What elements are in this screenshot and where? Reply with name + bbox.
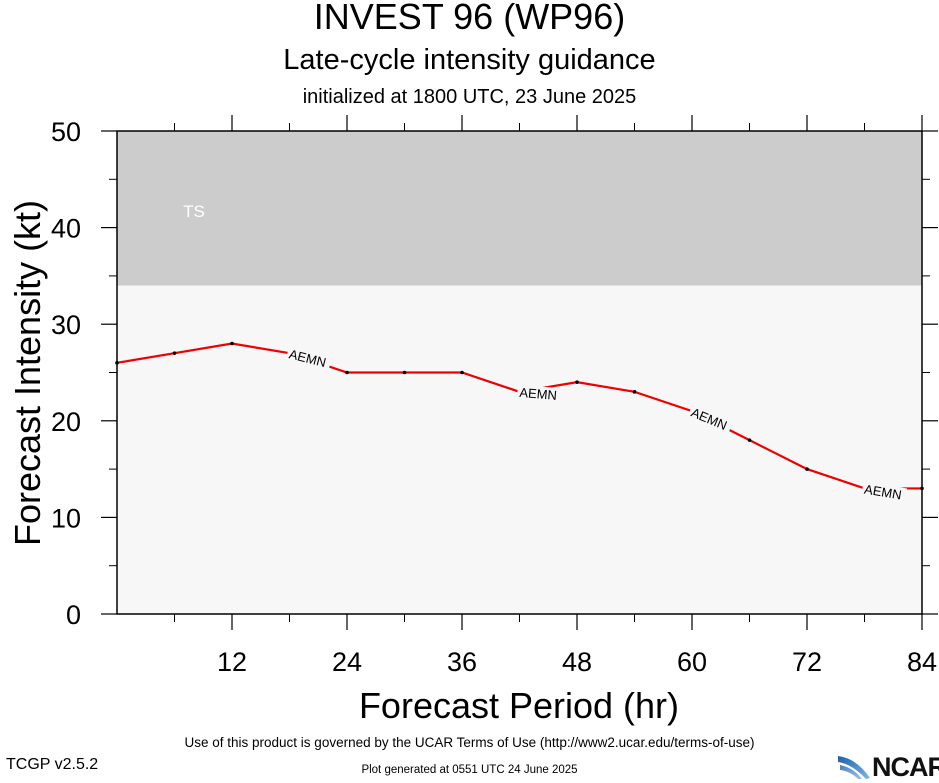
y-axis-label: Forecast Intensity (kt) xyxy=(7,200,48,546)
x-tick-label: 60 xyxy=(677,647,707,677)
series-label-bg xyxy=(687,403,734,434)
series-point xyxy=(460,370,464,375)
series-label: AEMN xyxy=(863,482,903,503)
series-label-bg xyxy=(285,345,332,371)
series-point xyxy=(172,351,177,355)
intensity-band-1 xyxy=(117,285,922,614)
series-point xyxy=(747,438,752,442)
ncar-logo-icon xyxy=(838,756,870,779)
x-tick-label: 36 xyxy=(447,647,477,677)
x-tick-label: 48 xyxy=(562,647,592,677)
initialization-time: initialized at 1800 UTC, 23 June 2025 xyxy=(302,86,637,108)
series-point xyxy=(632,390,637,394)
x-tick-label: 24 xyxy=(332,647,362,677)
chart-title: INVEST 96 (WP96) xyxy=(313,0,626,37)
chart-subtitle: Late-cycle intensity guidance xyxy=(283,44,656,76)
band-label: TS xyxy=(183,202,205,221)
x-tick-label: 72 xyxy=(792,647,822,677)
series-point xyxy=(345,370,349,375)
series-label-group: AEMN xyxy=(861,481,908,503)
y-tick-label: 50 xyxy=(51,117,81,147)
plot-frame xyxy=(116,130,923,615)
series-label-group: AEMN xyxy=(516,384,562,403)
series-point xyxy=(805,467,809,471)
series-point xyxy=(402,370,407,375)
series-point xyxy=(230,341,234,346)
x-tick-label: 12 xyxy=(217,647,247,677)
x-tick-label: 84 xyxy=(907,647,937,677)
y-tick-label: 20 xyxy=(51,407,81,437)
x-axis-label: Forecast Period (hr) xyxy=(359,685,679,726)
series-label-bg xyxy=(861,481,908,503)
y-tick-label: 0 xyxy=(66,600,81,630)
series-label: AEMN xyxy=(519,385,558,403)
y-tick-label: 10 xyxy=(51,503,81,533)
y-tick-label: 40 xyxy=(51,214,81,244)
series-label-bg xyxy=(516,384,562,403)
generated-timestamp: Plot generated at 0551 UTC 24 June 2025 xyxy=(361,764,578,776)
terms-of-use-notice: Use of this product is governed by the U… xyxy=(184,735,755,750)
y-tick-label: 30 xyxy=(51,310,81,340)
intensity-band-0 xyxy=(117,131,922,286)
ncar-logo-text: NCAR xyxy=(872,752,939,782)
version-label: TCGP v2.5.2 xyxy=(6,756,99,773)
series-point xyxy=(575,380,579,384)
